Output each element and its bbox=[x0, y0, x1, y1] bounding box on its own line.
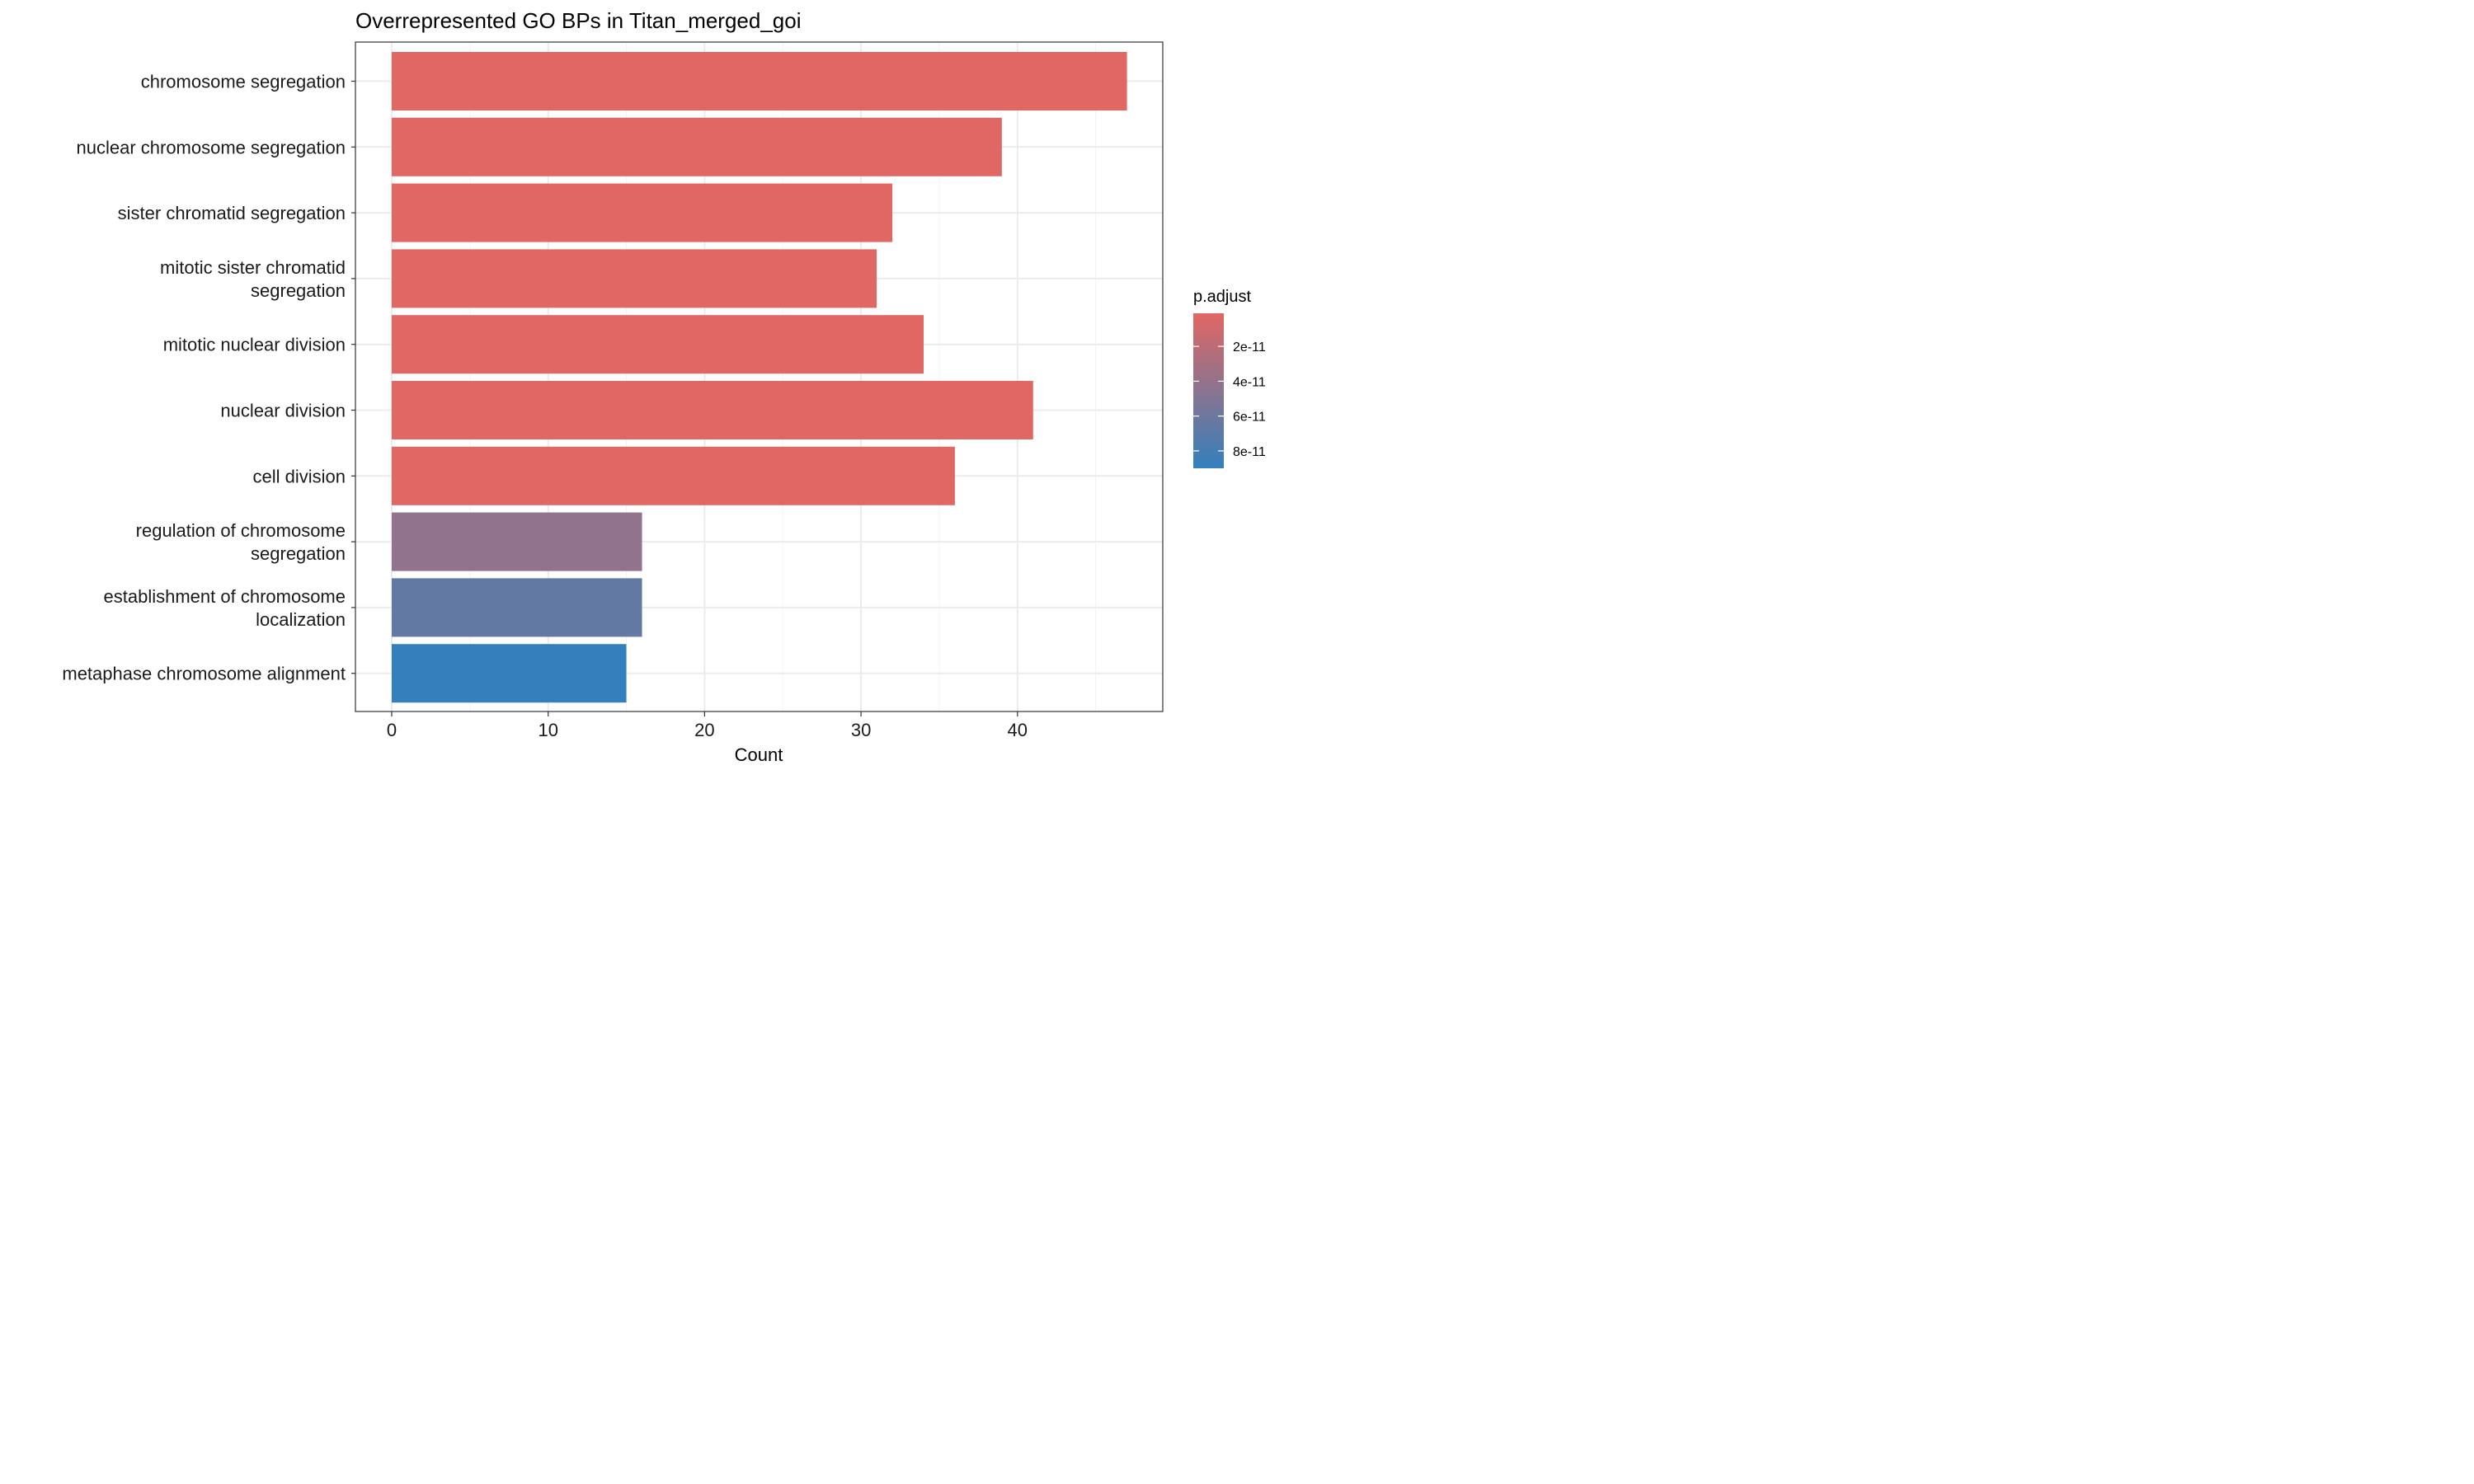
plot-panel-border bbox=[355, 41, 1164, 712]
y-tick-label: segregation bbox=[251, 543, 346, 564]
legend-tick-label: 8e-11 bbox=[1233, 445, 1266, 459]
x-axis-ticks: 0 10 20 30 40 bbox=[387, 711, 1028, 740]
bar bbox=[392, 52, 1127, 110]
y-tick-label: establishment of chromosome bbox=[104, 586, 346, 607]
y-tick-label: metaphase chromosome alignment bbox=[62, 664, 346, 684]
legend-title: p.adjust bbox=[1193, 288, 1251, 306]
bar bbox=[392, 644, 627, 703]
y-tick-label: chromosome segregation bbox=[141, 72, 346, 92]
y-tick-label: regulation of chromosome bbox=[136, 520, 346, 541]
legend-tick-label: 4e-11 bbox=[1233, 375, 1266, 389]
y-tick-label: nuclear chromosome segregation bbox=[76, 137, 346, 157]
chart-title: Overrepresented GO BPs in Titan_merged_g… bbox=[355, 8, 802, 33]
legend-tick-label: 6e-11 bbox=[1233, 411, 1266, 425]
x-tick-label: 40 bbox=[1008, 720, 1028, 740]
bar bbox=[392, 183, 893, 242]
legend: p.adjust 2e-11 4e-11 6e-11 8e-11 bbox=[1193, 288, 1266, 468]
bar bbox=[392, 117, 1002, 176]
y-tick-label: mitotic nuclear division bbox=[163, 335, 346, 355]
y-tick-label: nuclear division bbox=[220, 401, 346, 421]
x-tick-label: 10 bbox=[538, 720, 557, 740]
legend-ticks: 2e-11 4e-11 6e-11 8e-11 bbox=[1193, 340, 1266, 459]
y-tick-label: segregation bbox=[251, 280, 346, 301]
bar bbox=[392, 315, 924, 374]
y-tick-label: localization bbox=[256, 609, 346, 630]
bar bbox=[392, 381, 1033, 439]
x-tick-label: 20 bbox=[694, 720, 714, 740]
bar bbox=[392, 512, 642, 571]
y-axis-labels: chromosome segregation nuclear chromosome… bbox=[62, 72, 355, 684]
x-tick-label: 30 bbox=[851, 720, 871, 740]
bars bbox=[392, 52, 1127, 703]
y-tick-label: sister chromatid segregation bbox=[118, 203, 346, 223]
legend-colorbar bbox=[1193, 313, 1224, 468]
bar bbox=[392, 249, 877, 308]
y-tick-label: mitotic sister chromatid bbox=[160, 257, 346, 278]
bar bbox=[392, 578, 642, 637]
x-axis-title: Count bbox=[735, 744, 783, 765]
x-tick-label: 0 bbox=[387, 720, 397, 740]
legend-tick-label: 2e-11 bbox=[1233, 340, 1266, 355]
chart: Overrepresented GO BPs in Titan_merged_g… bbox=[62, 8, 1266, 765]
bar bbox=[392, 446, 955, 505]
y-tick-label: cell division bbox=[253, 466, 346, 486]
